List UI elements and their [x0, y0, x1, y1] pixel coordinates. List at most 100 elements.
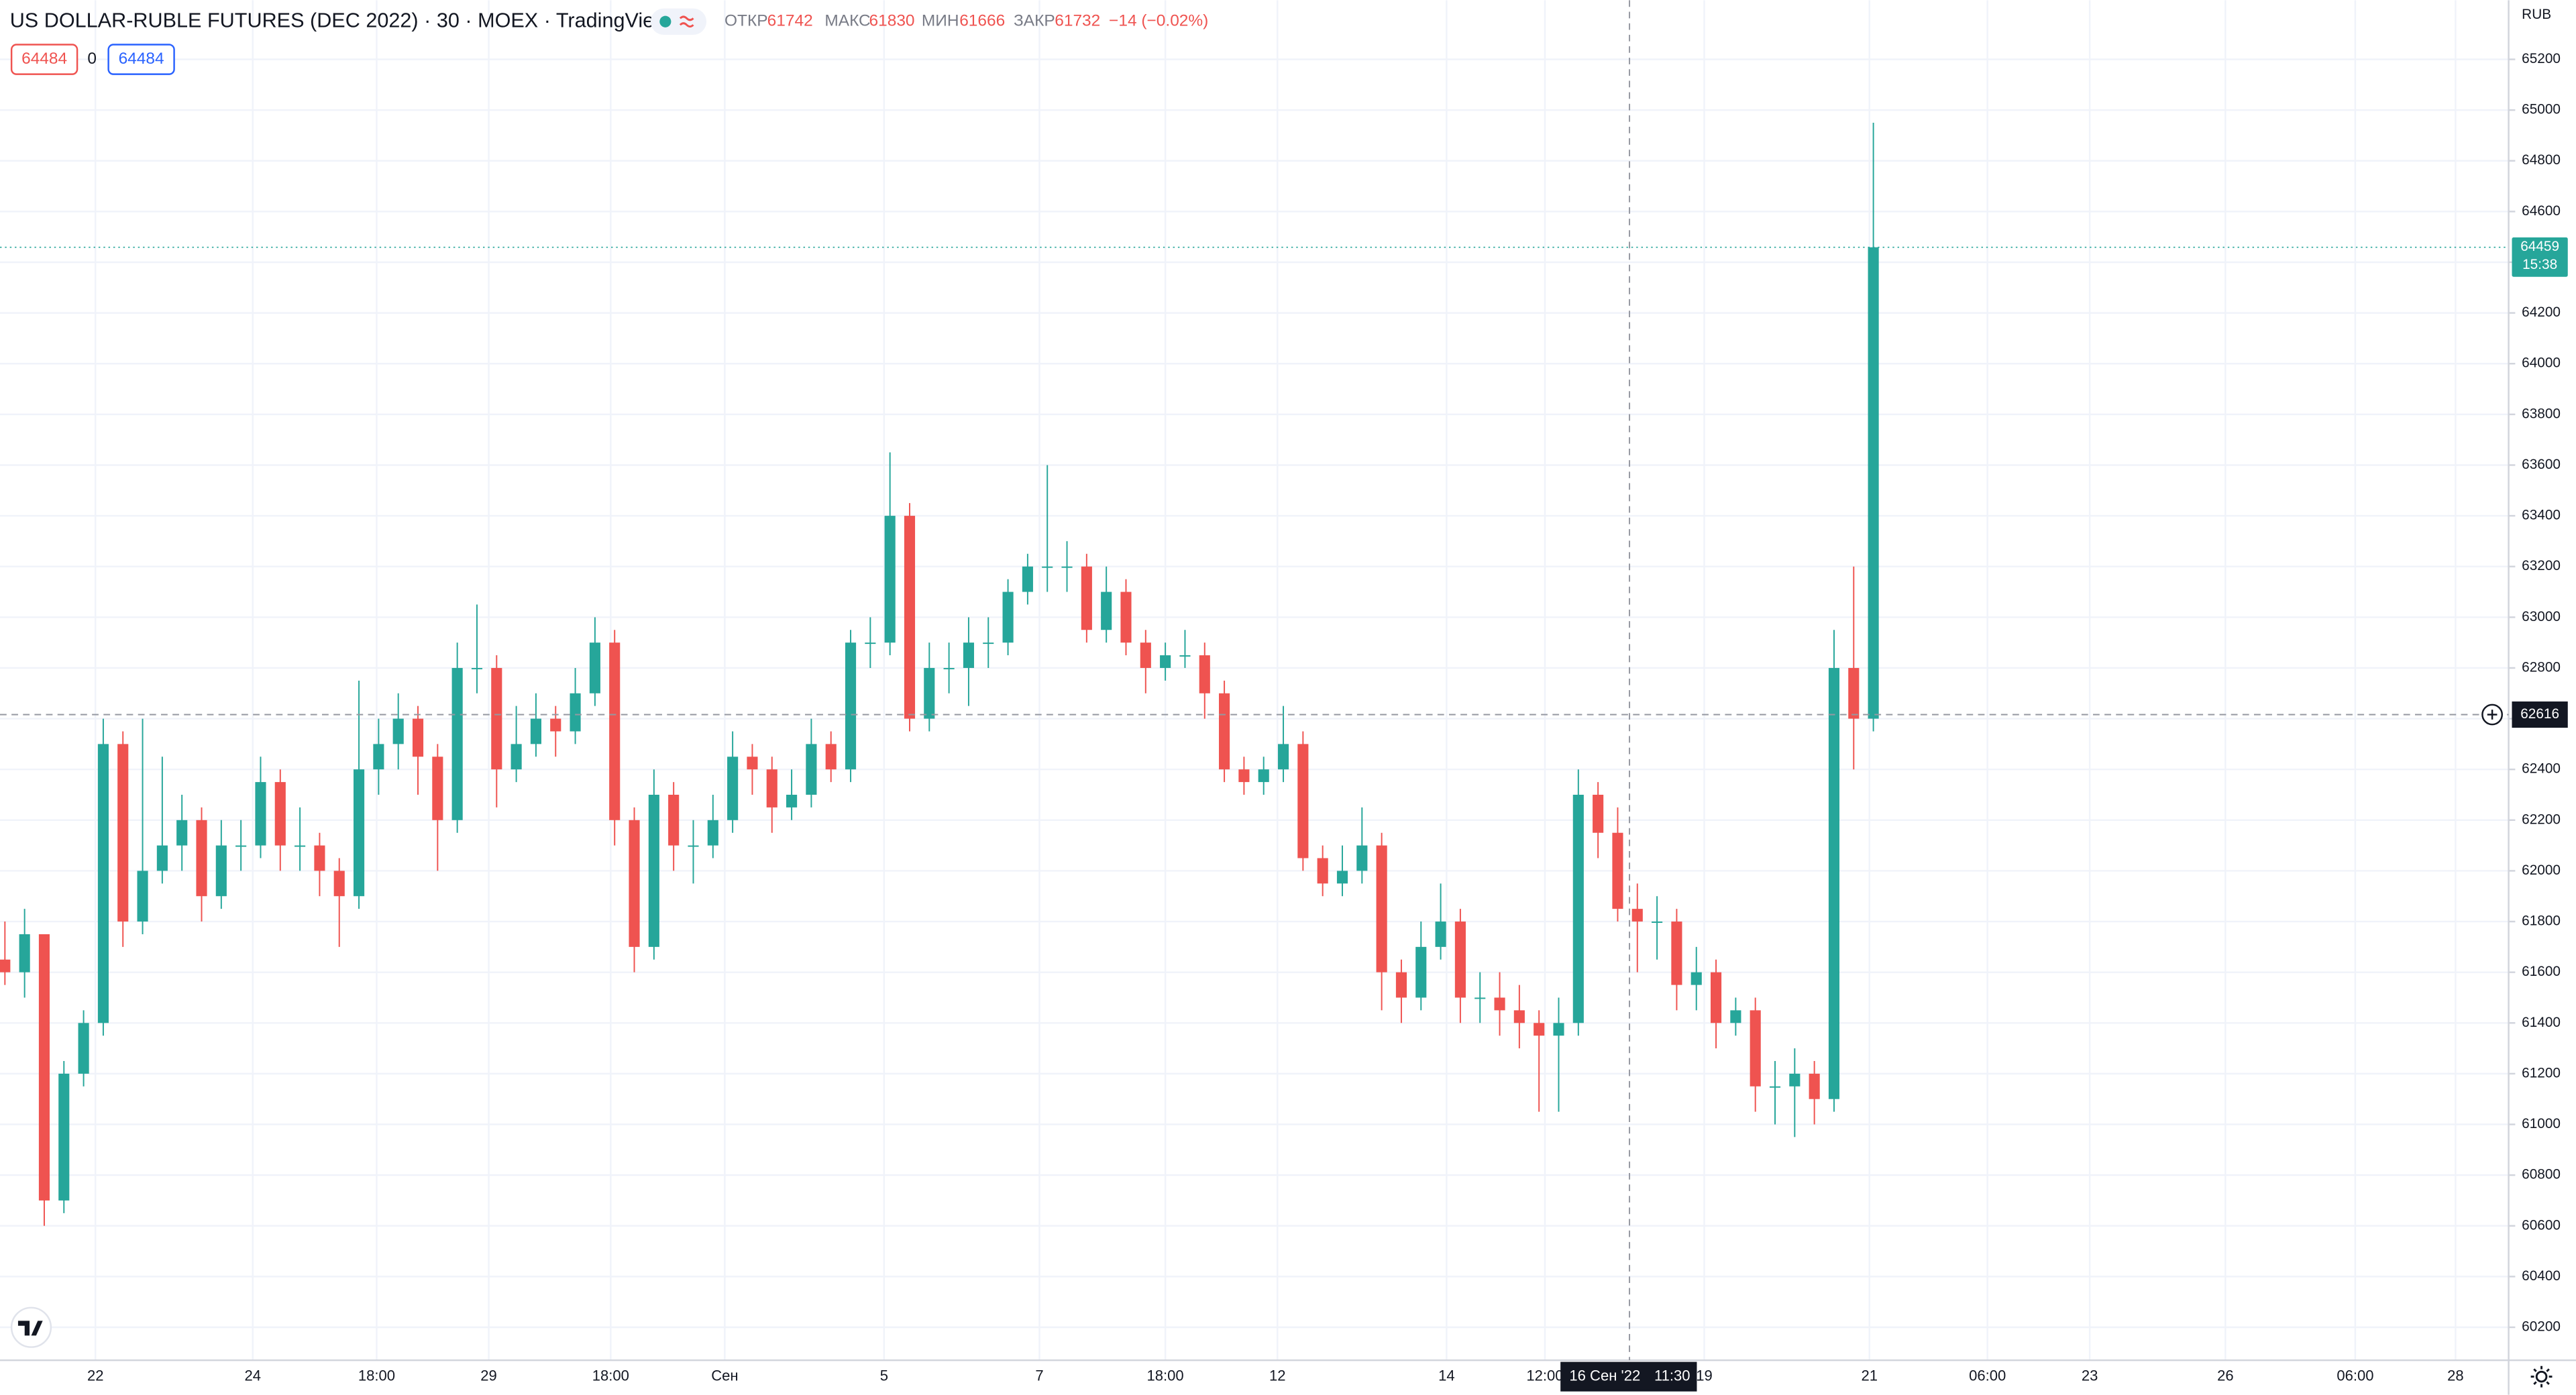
buy-button[interactable] — [107, 44, 175, 75]
candle-body — [1454, 922, 1466, 998]
candle-body — [1415, 946, 1427, 998]
candle-body — [1061, 566, 1073, 568]
close-value: 61732 — [1055, 12, 1100, 30]
candle-body — [19, 934, 30, 972]
high-label: МАКС — [824, 12, 870, 30]
y-tick-label: 64000 — [2522, 355, 2561, 371]
y-tick-label: 63400 — [2522, 508, 2561, 523]
candle-body — [294, 845, 306, 847]
status-badge[interactable] — [650, 8, 707, 35]
crosshair-time-label: 11:30 — [1654, 1367, 1690, 1384]
gear-teeth — [2530, 1365, 2553, 1388]
candle-body — [1730, 1010, 1741, 1023]
candle-body — [1848, 667, 1860, 719]
x-tick-label: 18:00 — [358, 1367, 395, 1384]
candle-body — [727, 757, 739, 820]
sell-price: 64484 — [21, 50, 67, 68]
candle-body — [511, 744, 522, 770]
candle-body — [196, 820, 207, 897]
chart-title: US DOLLAR-RUBLE FUTURES (DEC 2022) · 30 … — [10, 9, 670, 32]
y-tick-label: 62200 — [2522, 812, 2561, 827]
y-tick-label: 62400 — [2522, 761, 2561, 777]
candle-body — [1572, 794, 1584, 1023]
sell-button[interactable] — [10, 44, 78, 75]
market-open-dot — [659, 15, 672, 27]
high-value: 61830 — [869, 12, 915, 30]
candle-body — [845, 643, 857, 770]
candle-body — [354, 769, 365, 897]
candle-body — [1593, 794, 1604, 833]
last-price-label: 64459 — [2520, 239, 2559, 254]
x-tick-label: 14 — [1438, 1367, 1455, 1384]
x-tick-label: 21 — [1861, 1367, 1878, 1384]
candle-body — [412, 718, 424, 757]
candle-body — [1631, 909, 1643, 922]
gear-center — [2535, 1370, 2548, 1383]
candle-body — [432, 757, 443, 820]
crosshair-time-box — [1560, 1361, 1697, 1392]
candle-body — [589, 643, 600, 693]
candle-body — [1652, 922, 1663, 924]
y-tick-label: 63000 — [2522, 609, 2561, 624]
last-price-box — [2512, 237, 2568, 277]
candle-body — [373, 744, 384, 770]
candle-body — [1612, 832, 1623, 909]
candle-body — [983, 643, 994, 645]
candle-body — [747, 757, 758, 770]
tradingview-logo — [10, 1306, 52, 1348]
y-tick-label: 61200 — [2522, 1065, 2561, 1080]
candle-body — [1690, 972, 1702, 985]
candle-body — [137, 871, 148, 922]
candle-body — [1789, 1073, 1801, 1086]
candle-body — [491, 667, 502, 770]
candle-body — [943, 667, 955, 669]
y-tick-label: 61000 — [2522, 1116, 2561, 1131]
candle-body — [1101, 592, 1112, 630]
candle-body — [1199, 655, 1210, 693]
y-tick-label: 60800 — [2522, 1167, 2561, 1182]
candle-body — [255, 782, 266, 846]
x-tick-label: 26 — [2217, 1367, 2234, 1384]
crosshair-price-box — [2512, 701, 2568, 728]
y-tick-label: 65200 — [2522, 51, 2561, 66]
candle-body — [38, 934, 50, 1201]
x-tick-label: Сен — [711, 1367, 738, 1384]
y-tick-label: 63800 — [2522, 406, 2561, 421]
candle-body — [78, 1023, 89, 1074]
x-tick-label: 7 — [1035, 1367, 1043, 1384]
y-tick-label: 60200 — [2522, 1319, 2561, 1335]
candle-body — [1336, 871, 1348, 884]
candle-body — [707, 820, 718, 846]
countdown-label: 15:38 — [2522, 257, 2557, 272]
x-tick-label: 23 — [2082, 1367, 2098, 1384]
candle-body — [471, 667, 483, 669]
settings-button[interactable] — [2530, 1365, 2553, 1388]
candle-body — [865, 643, 876, 645]
candle-body — [1769, 1086, 1781, 1088]
candle-body — [786, 794, 798, 807]
delay-icon — [679, 15, 694, 28]
candle-body — [550, 718, 561, 732]
candle-body — [1710, 972, 1722, 1023]
spread: 0 — [87, 50, 97, 68]
candle-body — [1081, 566, 1092, 630]
candle-body — [1120, 592, 1132, 643]
open-value: 61742 — [767, 12, 813, 30]
candle-body — [924, 667, 935, 719]
x-tick-label: 24 — [244, 1367, 261, 1384]
candle-body — [274, 782, 286, 846]
candle-body — [825, 744, 837, 770]
currency-label: RUB — [2522, 7, 2551, 22]
candle-body — [1534, 1023, 1545, 1036]
y-tick-label: 61800 — [2522, 913, 2561, 929]
candle-body — [1179, 655, 1191, 657]
candle-body — [609, 643, 621, 820]
candle-body — [1395, 972, 1407, 998]
x-tick-label: 06:00 — [2337, 1367, 2373, 1384]
change-value: −14 (−0.02%) — [1109, 12, 1208, 30]
candle-body — [648, 794, 659, 947]
y-tick-label: 63600 — [2522, 457, 2561, 472]
